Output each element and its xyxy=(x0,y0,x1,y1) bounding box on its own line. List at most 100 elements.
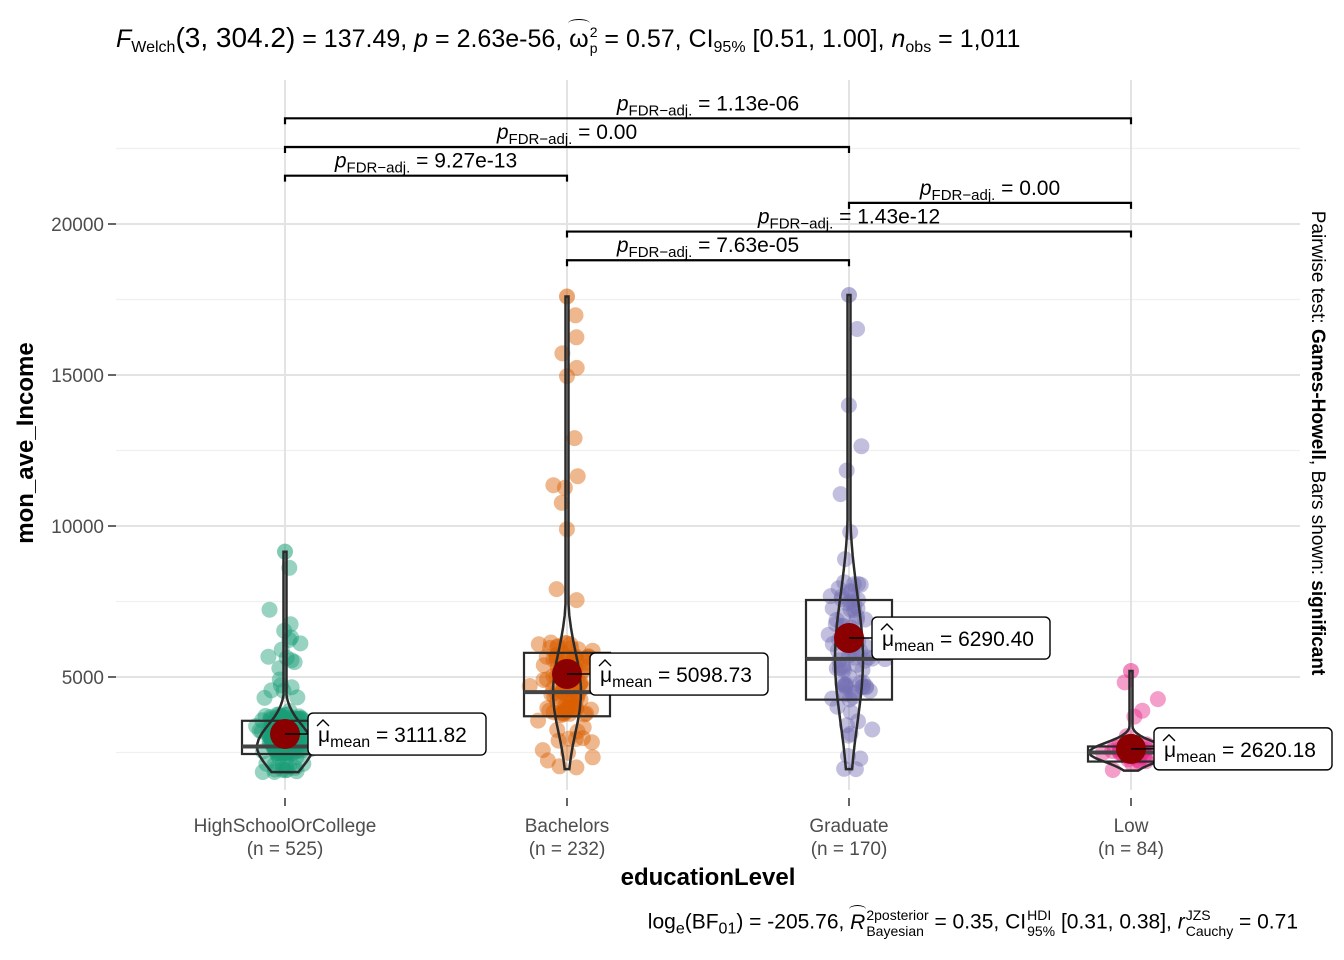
mean-label-box xyxy=(1153,727,1333,771)
data-point xyxy=(578,705,595,722)
data-point xyxy=(539,752,556,769)
data-point xyxy=(535,657,552,674)
hat-mark xyxy=(880,623,894,631)
data-point xyxy=(521,678,538,694)
hat-mark xyxy=(1162,733,1176,742)
data-point xyxy=(539,700,556,717)
data-point xyxy=(837,678,854,695)
data-point xyxy=(568,329,585,346)
data-point xyxy=(842,583,858,600)
data-point xyxy=(852,674,869,691)
data-point xyxy=(861,682,878,699)
x-tick-n-label: (n = 170) xyxy=(811,839,888,860)
violin xyxy=(833,293,865,771)
data-point xyxy=(560,699,577,715)
data-point xyxy=(575,719,592,736)
data-point xyxy=(840,727,857,744)
group-HighSchoolOrCollege: μmean = 3111.82 xyxy=(240,543,487,780)
y-tick-label: 10000 xyxy=(51,517,104,538)
data-point xyxy=(256,689,273,706)
data-point xyxy=(583,734,600,751)
data-point xyxy=(562,691,579,708)
chart-subtitle: FWelch(3, 304.2) = 137.49, p = 2.63e-56,… xyxy=(116,19,1021,57)
mean-label-box xyxy=(871,616,1051,660)
data-point xyxy=(824,600,841,617)
bracket-label: pFDR−adj. = 0.00 xyxy=(496,121,637,148)
pairwise-bracket: pFDR−adj. = 1.43e-12 xyxy=(565,206,1133,238)
data-point xyxy=(583,701,600,718)
data-point xyxy=(274,761,291,778)
data-point xyxy=(569,468,586,485)
data-point xyxy=(539,671,556,688)
group-Bachelors: μmean = 5098.73 xyxy=(521,288,769,776)
bracket-label: pFDR−adj. = 7.63e-05 xyxy=(616,234,799,261)
data-point xyxy=(843,584,860,601)
y-axis-title: mon_ave_Income xyxy=(12,342,39,543)
data-point xyxy=(545,477,562,494)
violin xyxy=(551,295,583,771)
data-point xyxy=(285,744,302,761)
bracket-label: pFDR−adj. = 0.00 xyxy=(919,177,1060,204)
data-point xyxy=(842,704,859,721)
data-point xyxy=(839,717,855,734)
data-point xyxy=(835,657,852,674)
data-point xyxy=(835,683,852,700)
data-point xyxy=(842,594,859,610)
data-point xyxy=(832,486,849,503)
mean-label-box xyxy=(589,652,769,696)
bracket-label: pFDR−adj. = 9.27e-13 xyxy=(334,150,517,177)
data-point xyxy=(567,731,584,747)
data-point xyxy=(292,710,309,727)
mean-label: μmean = 5098.73 xyxy=(600,664,752,691)
data-point xyxy=(566,430,583,447)
data-point xyxy=(556,702,573,719)
data-point xyxy=(820,626,837,643)
data-point xyxy=(834,675,851,692)
mean-label-box xyxy=(307,712,487,756)
pairwise-bracket: pFDR−adj. = 1.13e-06 xyxy=(283,92,1133,125)
mean-label: μmean = 2620.18 xyxy=(1164,739,1316,766)
data-point xyxy=(842,601,859,618)
data-point xyxy=(559,368,575,385)
y-tick-label: 5000 xyxy=(62,668,104,689)
data-point xyxy=(550,638,567,655)
data-point xyxy=(557,698,574,715)
data-point xyxy=(282,616,299,633)
data-point xyxy=(568,592,585,609)
data-point xyxy=(1134,702,1151,719)
chart-caption: loge(BF01) = -205.76, R 2posterior Bayesia… xyxy=(647,904,1298,939)
data-point xyxy=(567,307,584,324)
x-axis-title: educationLevel xyxy=(621,864,796,891)
data-point xyxy=(272,677,289,694)
violin xyxy=(255,550,315,774)
data-point xyxy=(844,685,861,701)
mean-label: μmean = 6290.40 xyxy=(882,628,1034,655)
data-point xyxy=(837,686,854,703)
data-point xyxy=(561,705,578,722)
data-point xyxy=(277,762,294,779)
data-point xyxy=(850,576,867,592)
bracket-line xyxy=(283,145,851,153)
data-point xyxy=(266,756,283,773)
data-point xyxy=(270,706,287,723)
bracket-line xyxy=(565,230,1133,238)
data-point xyxy=(550,732,567,749)
data-point xyxy=(838,676,855,693)
data-point xyxy=(1149,691,1166,708)
data-point xyxy=(260,648,277,665)
data-point xyxy=(852,750,869,767)
data-point xyxy=(278,706,295,723)
data-point xyxy=(568,359,585,376)
group-Low: μmean = 2620.18 xyxy=(1086,662,1333,778)
x-tick-label: Bachelors xyxy=(525,816,610,837)
bracket-line xyxy=(565,259,851,267)
data-point xyxy=(847,684,864,701)
data-point xyxy=(840,397,857,414)
x-tick-label: Graduate xyxy=(809,816,888,837)
data-point xyxy=(266,761,283,778)
data-point xyxy=(830,580,847,597)
pairwise-bracket: pFDR−adj. = 0.00 xyxy=(283,121,851,153)
data-point xyxy=(535,672,552,688)
x-tick-label: Low xyxy=(1114,816,1149,837)
y-tick-label: 20000 xyxy=(51,215,104,236)
